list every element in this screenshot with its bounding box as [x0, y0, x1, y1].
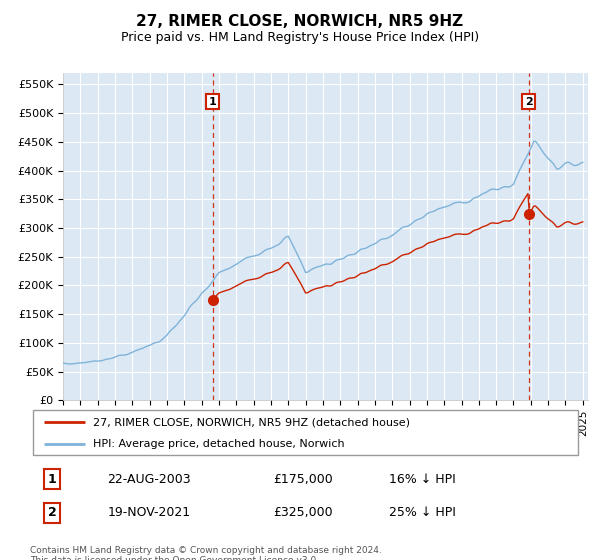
Text: Contains HM Land Registry data © Crown copyright and database right 2024.
This d: Contains HM Land Registry data © Crown c…: [30, 546, 382, 560]
Text: 22-AUG-2003: 22-AUG-2003: [107, 473, 191, 486]
Text: 25% ↓ HPI: 25% ↓ HPI: [389, 506, 455, 519]
Text: 27, RIMER CLOSE, NORWICH, NR5 9HZ: 27, RIMER CLOSE, NORWICH, NR5 9HZ: [136, 14, 464, 29]
Text: 2: 2: [525, 96, 533, 106]
Text: 16% ↓ HPI: 16% ↓ HPI: [389, 473, 455, 486]
Text: £175,000: £175,000: [273, 473, 332, 486]
Text: 2: 2: [48, 506, 56, 519]
Text: HPI: Average price, detached house, Norwich: HPI: Average price, detached house, Norw…: [94, 438, 345, 449]
Text: 1: 1: [209, 96, 217, 106]
Text: 19-NOV-2021: 19-NOV-2021: [107, 506, 190, 519]
Text: Price paid vs. HM Land Registry's House Price Index (HPI): Price paid vs. HM Land Registry's House …: [121, 31, 479, 44]
Text: 1: 1: [48, 473, 56, 486]
Text: 27, RIMER CLOSE, NORWICH, NR5 9HZ (detached house): 27, RIMER CLOSE, NORWICH, NR5 9HZ (detac…: [94, 417, 410, 427]
FancyBboxPatch shape: [33, 410, 578, 455]
Text: £325,000: £325,000: [273, 506, 332, 519]
